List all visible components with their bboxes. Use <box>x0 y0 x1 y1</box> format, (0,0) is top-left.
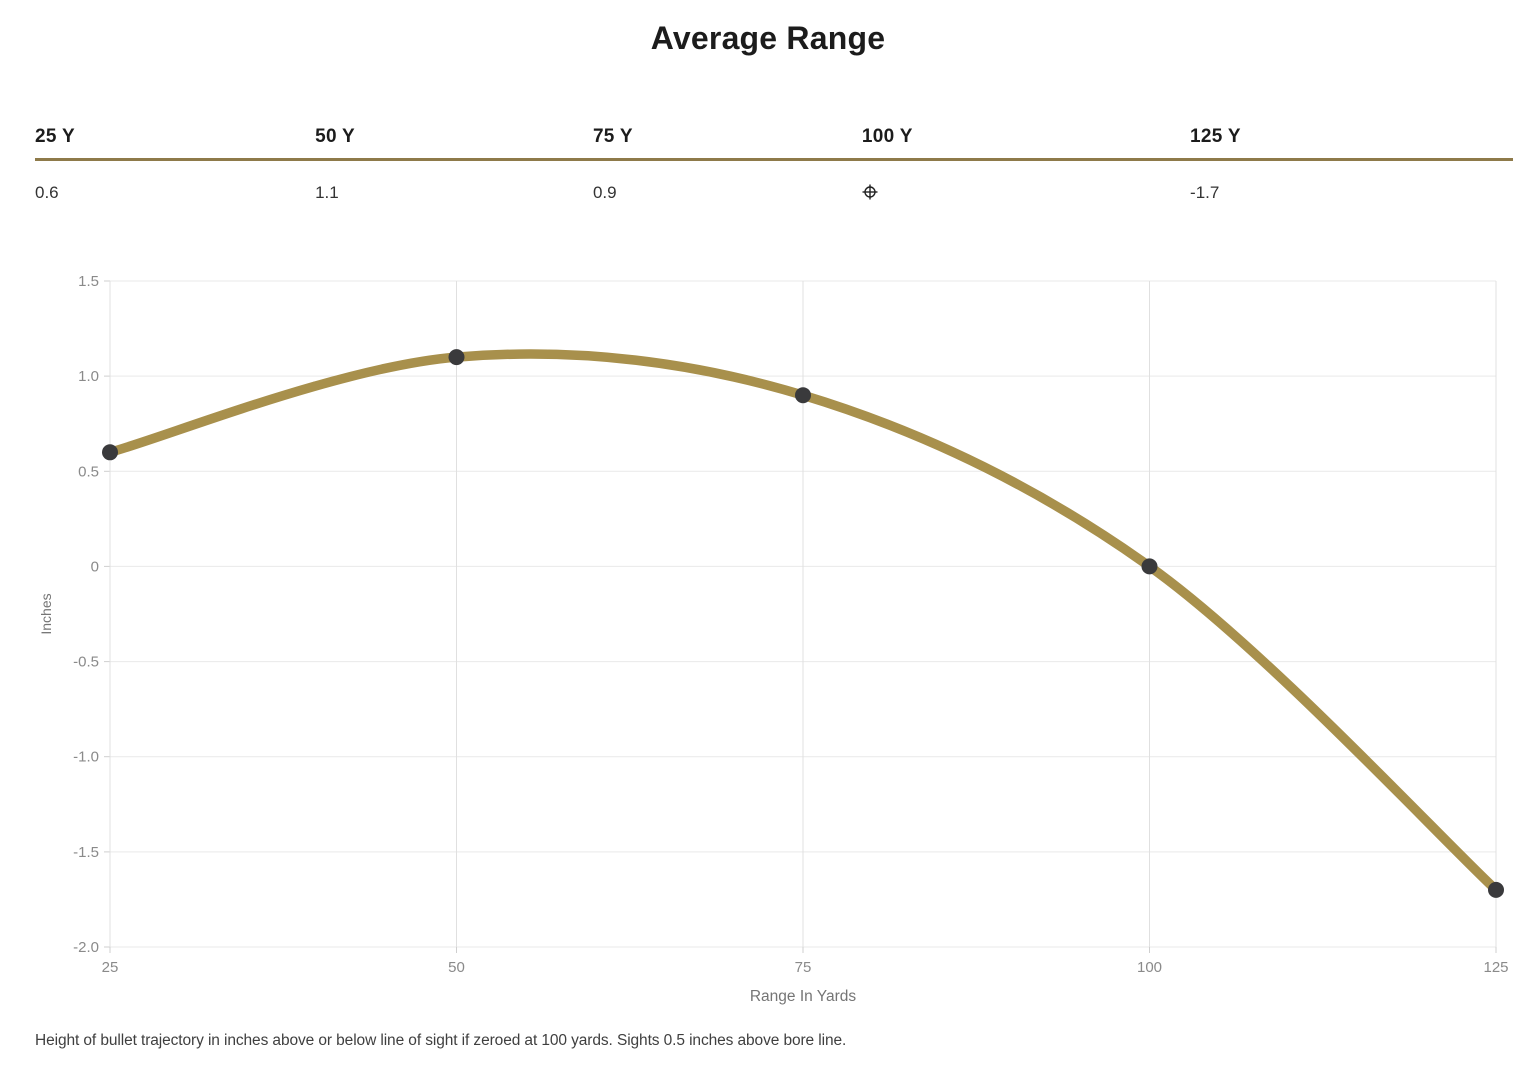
zero-value-cell <box>862 161 1190 202</box>
page-title: Average Range <box>650 20 886 56</box>
y-axis-tick-label: 0 <box>91 558 99 575</box>
range-label: 50 Y <box>315 126 356 147</box>
range-value: 0.6 <box>35 183 59 202</box>
data-point[interactable] <box>102 444 118 461</box>
y-axis-tick-label: 0.5 <box>78 463 99 480</box>
x-axis-tick-label: 75 <box>795 959 812 976</box>
y-axis-tick-label: 1.0 <box>78 368 99 385</box>
data-point[interactable] <box>795 387 811 404</box>
x-axis-tick-label: 50 <box>448 959 465 976</box>
range-label: 75 Y <box>592 126 633 147</box>
data-point[interactable] <box>1141 558 1158 575</box>
range-value: 1.1 <box>315 183 339 202</box>
y-axis-title: Inches <box>38 593 54 634</box>
y-axis-tick-label: -1.0 <box>73 749 99 766</box>
summary-values-row: 0.6 1.1 0.9 -1.7 <box>35 161 1513 202</box>
trajectory-line <box>105 349 1501 895</box>
footnote: Height of bullet trajectory in inches ab… <box>35 1032 847 1049</box>
y-axis-tick-label: -2.0 <box>73 939 99 956</box>
range-label: 100 Y <box>861 126 913 147</box>
trajectory-chart: 1.5 1.0 0.5 0 -0.5 -1.0 -1.5 -2.025 50 75 100 125 Ra… <box>38 273 1509 1005</box>
data-point[interactable] <box>448 349 465 366</box>
summary-divider <box>35 158 1513 161</box>
range-value: 0.9 <box>592 183 617 202</box>
y-axis-tick-label: -0.5 <box>73 654 99 671</box>
y-axis-tick-label: 1.5 <box>78 273 99 290</box>
range-label: 125 Y <box>1190 126 1241 147</box>
summary-labels-row: 25 Y 50 Y 75 Y 100 Y 125 Y <box>35 126 1513 158</box>
y-axis-tick-label: -1.5 <box>73 844 99 861</box>
x-axis-tick-label: 100 <box>1137 959 1162 976</box>
range-label: 25 Y <box>35 126 75 147</box>
summary-table: 25 Y 50 Y 75 Y 100 Y 125 Y 0.6 1.1 0.9 -1.7 <box>35 126 1513 202</box>
x-axis-tick-label: 25 <box>102 959 119 976</box>
scope-zero-icon <box>862 184 878 200</box>
range-value: -1.7 <box>1190 183 1220 202</box>
x-axis-title: Range In Yards <box>750 988 857 1005</box>
data-point[interactable] <box>1488 881 1504 898</box>
x-axis-tick-label: 125 <box>1483 959 1508 976</box>
